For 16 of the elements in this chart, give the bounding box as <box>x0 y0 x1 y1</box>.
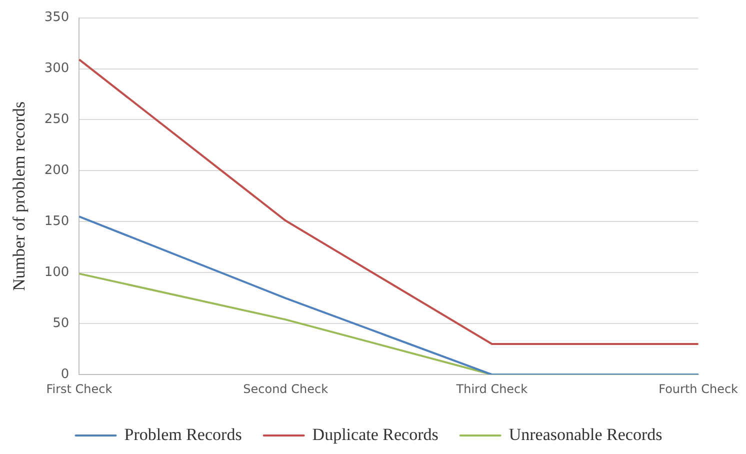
y-axis-title: Number of problem records <box>10 102 29 291</box>
x-tick-label: Third Check <box>455 382 528 396</box>
legend-label: Unreasonable Records <box>508 424 662 444</box>
y-tick-label: 0 <box>60 366 70 382</box>
legend-label: Duplicate Records <box>312 424 438 444</box>
y-tick-label: 100 <box>44 265 70 280</box>
y-tick-label: 200 <box>44 163 70 178</box>
y-tick-label: 250 <box>44 112 70 128</box>
x-tick-label: Fourth Check <box>658 382 738 396</box>
x-tick-label: First Check <box>46 382 112 396</box>
y-tick-label: 150 <box>44 214 70 230</box>
y-tick-label: 300 <box>44 61 70 76</box>
y-tick-label: 50 <box>52 316 70 332</box>
legend-label: Problem Records <box>124 424 242 444</box>
y-tick-label: 350 <box>44 10 70 26</box>
x-tick-label: Second Check <box>243 382 328 396</box>
